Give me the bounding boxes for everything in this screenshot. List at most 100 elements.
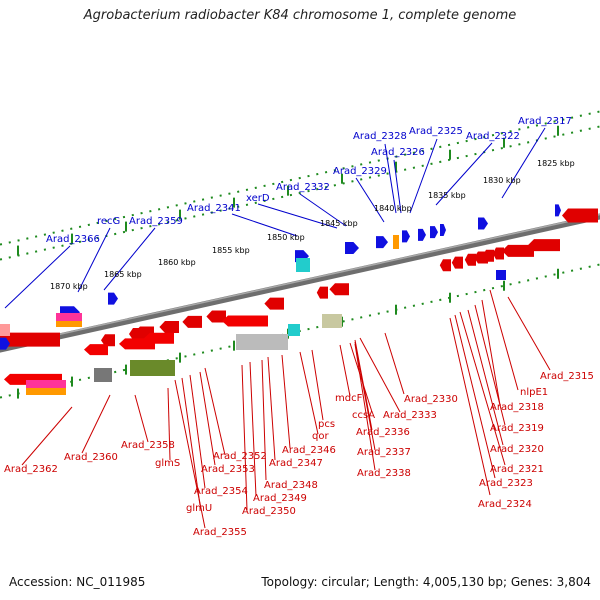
label-leader (501, 127, 546, 199)
gene-label-reverse: Arad_2352 (213, 451, 267, 462)
label-leader (339, 344, 351, 397)
gene-label-forward: Arad_2322 (466, 131, 520, 142)
guide-dots (0, 110, 600, 246)
label-leader (467, 309, 504, 446)
gene-label-reverse: pcs (318, 419, 335, 430)
gene-label-forward: xerD (246, 193, 270, 204)
gene-label-forward: Arad_2326 (371, 147, 425, 158)
label-leader (261, 359, 267, 481)
forward-gene-arrow (430, 226, 438, 239)
gene-label-reverse: Arad_2319 (490, 423, 544, 434)
reverse-gene-arrow (316, 286, 328, 299)
guide-dots (0, 125, 600, 261)
label-leader (77, 227, 111, 293)
label-leader (134, 394, 149, 443)
reverse-gene-arrow (264, 297, 284, 310)
gene-label-forward: Arad_2325 (409, 126, 463, 137)
reverse-gene-arrow (502, 244, 534, 257)
gene-label-forward: Arad_2317 (518, 116, 572, 127)
label-leader (454, 314, 496, 479)
label-leader (507, 296, 551, 371)
gene-label-reverse: mdcF (335, 393, 363, 404)
label-leader (231, 213, 298, 237)
scale-labels: 1825 kbp 1830 kbp 1835 kbp 1840 kbp 1845… (50, 159, 575, 291)
gene-label-reverse: Arad_2324 (478, 499, 532, 510)
reverse-gene-arrow (528, 239, 560, 252)
forward-gene-arrow (376, 236, 388, 249)
label-leader (354, 343, 376, 471)
gene-label-reverse: Arad_2360 (64, 452, 118, 463)
label-leader (489, 289, 519, 391)
figure-title: Agrobacterium radiobacter K84 chromosome… (83, 8, 517, 23)
backbone-highlight (0, 213, 600, 349)
label-leader (103, 227, 156, 291)
label-leader (299, 351, 319, 435)
label-leader (257, 203, 338, 229)
reverse-gene-arrow (451, 256, 463, 269)
label-leader (241, 364, 248, 511)
gene-label-reverse: Arad_2338 (357, 468, 411, 479)
label-leader (359, 337, 401, 413)
scale-label: 1835 kbp (428, 191, 466, 200)
gene-labels: Arad_2317 Arad_2325 Arad_2322 Arad_2328 … (4, 116, 594, 538)
gene-label-reverse: Arad_2315 (540, 371, 594, 382)
reverse-gene-arrow (84, 344, 108, 356)
gene-label-forward: Arad_2359 (129, 216, 183, 227)
forward-gene-arrow (478, 217, 488, 230)
gene-label-reverse: Arad_2362 (4, 464, 58, 475)
feature-block (236, 334, 288, 350)
feature-block (296, 258, 310, 272)
gene-label-reverse: Arad_2323 (479, 478, 533, 489)
forward-gene-arrow (555, 204, 561, 217)
forward-gene-arrow (402, 230, 410, 243)
label-leader (174, 379, 206, 529)
gene-label-reverse: Arad_2318 (490, 402, 544, 413)
reverse-gene-arrow (182, 315, 202, 328)
gene-label-forward: Arad_2332 (276, 182, 330, 193)
gene-label-reverse: Arad_2321 (490, 464, 544, 475)
label-leader (409, 138, 438, 214)
gene-label-reverse: Arad_2350 (242, 506, 296, 517)
gene-label-reverse: Arad_2333 (383, 410, 437, 421)
gene-label-reverse: Arad_2336 (356, 427, 410, 438)
label-leader (435, 142, 493, 206)
label-leader (393, 159, 402, 214)
gene-label-reverse: Arad_2320 (490, 444, 544, 455)
gene-label-forward: Arad_2366 (46, 234, 100, 245)
label-leader (249, 361, 257, 497)
label-leader (189, 374, 206, 489)
label-leader (474, 304, 506, 426)
label-leader (204, 367, 226, 456)
gene-label-reverse: ccsA (352, 410, 375, 421)
reverse-gene-arrow (439, 259, 451, 272)
scale-label: 1850 kbp (267, 233, 305, 242)
label-leader (355, 177, 385, 223)
reverse-gene-arrow (159, 320, 179, 333)
scale-label: 1830 kbp (483, 176, 521, 185)
gene-label-reverse: Arad_2348 (264, 480, 318, 491)
gene-label-forward: Arad_2329 (333, 166, 387, 177)
gene-label-forward: recG (97, 216, 120, 227)
gene-label-reverse: Arad_2358 (121, 440, 175, 451)
feature-block (130, 360, 175, 376)
scale-ticks (17, 125, 559, 399)
feature-block (26, 380, 66, 388)
gene-label-reverse: Arad_2349 (253, 493, 307, 504)
label-leader (181, 377, 201, 506)
chromosome-backbone (0, 213, 600, 353)
forward-gene-arrow (0, 337, 10, 350)
accession-footer: Accession: NC_011985 (9, 575, 146, 589)
label-leader (267, 356, 276, 461)
reverse-gene-arrow (464, 253, 476, 266)
label-leader (384, 332, 405, 395)
reverse-gene-arrow (492, 247, 504, 260)
feature-block (26, 388, 66, 395)
gene-label-reverse: Arad_2346 (282, 445, 336, 456)
label-leader (384, 143, 397, 214)
forward-gene-arrow (345, 242, 359, 255)
feature-block (56, 313, 82, 321)
gene-label-reverse: Arad_2353 (201, 464, 255, 475)
gene-label-reverse: glmS (155, 458, 180, 469)
feature-block (496, 270, 506, 280)
reverse-gene-arrow (482, 249, 494, 262)
